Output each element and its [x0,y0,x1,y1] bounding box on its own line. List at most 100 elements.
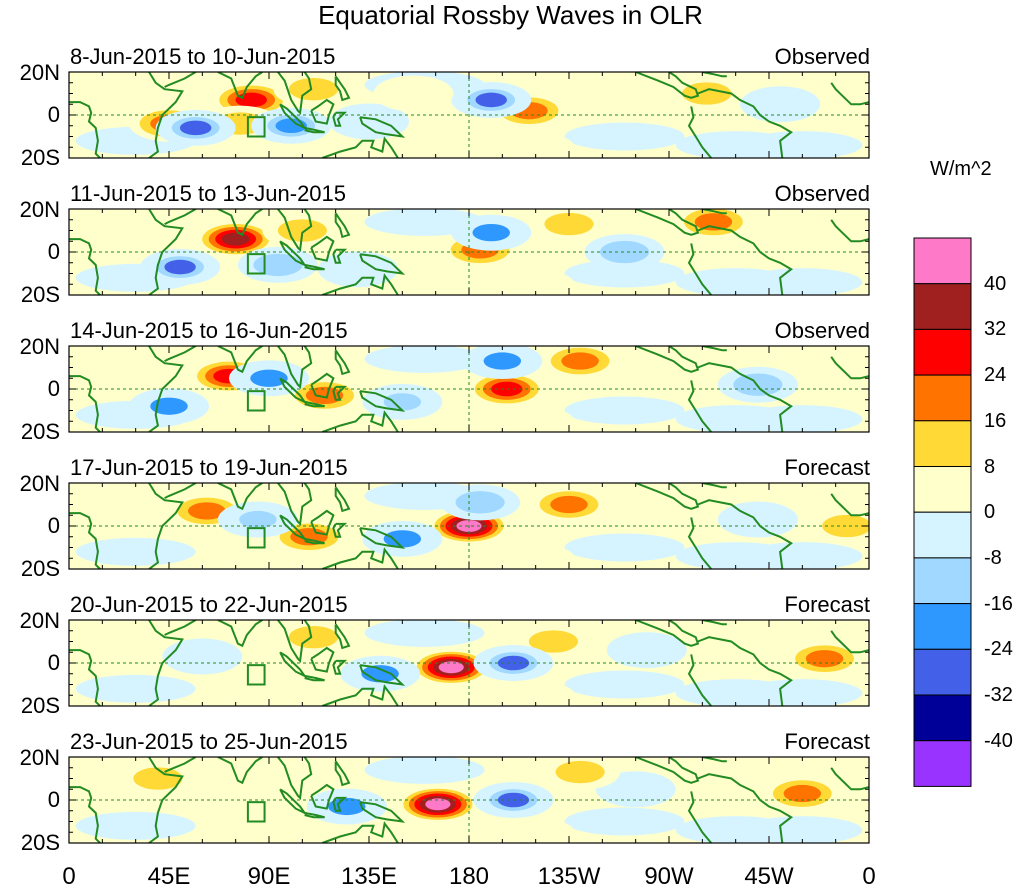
coastline [217,346,263,374]
coastline [321,410,399,432]
background-band [742,816,863,843]
lat-label: 20S [20,282,60,307]
olr-anomaly [462,346,543,380]
olr-anomaly [440,484,521,521]
colorbar-label: 24 [984,364,1007,387]
olr-anomaly [584,234,665,270]
anomaly-contour [438,661,464,674]
olr-anomaly [717,501,798,538]
coastline [702,346,727,352]
anomaly-contour [344,110,394,133]
lon-label: 0 [862,863,876,890]
colorbar-swatch [913,237,972,285]
olr-anomaly [162,638,243,675]
lon-label: 135E [340,863,398,890]
anomaly-contour [177,645,227,668]
olr-anomaly [606,632,687,669]
background-band [453,816,574,843]
coastline [69,238,101,295]
coastline [148,346,184,432]
coastline [334,486,351,513]
anomaly-contour [253,253,303,277]
colorbar-swatch [913,740,972,787]
coastline [69,101,101,158]
panel-type-label: Forecast [784,592,870,617]
coastline [830,356,869,380]
coastline [164,72,197,88]
coastline [359,801,406,823]
olr-anomaly [262,212,343,249]
olr-anomaly [117,760,198,797]
anomaly-contour [383,530,422,548]
anomaly-contour [425,798,451,811]
background-band [742,131,863,158]
olr-anomaly [251,107,332,144]
background-band [69,346,174,373]
lat-label: 0 [47,513,60,538]
olr-anomaly [329,103,409,140]
anomaly-contour [239,510,277,529]
map-panel [68,208,870,296]
coastline [359,253,406,275]
lat-label: 0 [47,102,60,127]
lon-label: 90W [644,863,694,890]
lat-label: 0 [47,787,60,812]
background-band [742,679,863,706]
lat-label: 20S [20,145,60,170]
anomaly-contour [455,491,505,514]
olr-anomaly [217,501,298,538]
anomaly-contour [483,352,522,370]
coastline [702,72,727,78]
coastline [217,209,263,237]
colorbar-label: 32 [984,318,1007,341]
olr-anomaly [129,388,209,425]
anomaly-contour [221,232,250,246]
lon-label: 0 [62,863,76,890]
background-band [564,670,685,699]
map-panel [68,619,870,707]
lat-label: 0 [47,376,60,401]
panel-date-range: 20-Jun-2015 to 22-Jun-2015 [70,592,348,617]
coastline [830,493,869,517]
anomaly-contour [491,381,523,397]
coastline [148,757,184,843]
map-panel [68,482,870,570]
olr-field [69,209,863,295]
coastline [359,116,406,138]
coastline [277,346,313,390]
anomaly-contour [475,92,507,108]
map-panel [68,756,870,844]
lon-label: 135W [537,863,601,890]
olr-anomaly [784,640,865,677]
panel-type-label: Forecast [784,455,870,480]
lon-label: 45E [147,863,191,890]
coastline [321,273,399,295]
coastline [635,346,700,373]
anomaly-contour [561,352,599,370]
panel-date-range: 8-Jun-2015 to 10-Jun-2015 [70,44,336,69]
anomaly-contour [550,495,588,514]
colorbar-swatch [913,648,972,696]
background-band [75,674,196,703]
coastline [164,209,197,225]
olr-anomaly [229,360,309,397]
background-band [364,620,485,647]
lat-label: 20N [19,334,60,359]
lat-label: 20S [20,693,60,718]
background-band [564,807,685,836]
colorbar-label: 40 [984,272,1007,295]
background-band [742,542,863,569]
index-box [246,116,266,138]
panel-type-label: Observed [774,318,870,343]
coastline [277,483,313,527]
background-band [564,396,685,425]
coastline [830,219,869,243]
map-panel [68,71,870,159]
olr-anomaly [666,75,747,112]
panel-type-label: Forecast [784,729,870,754]
background-band [453,131,574,158]
coastline [277,209,313,252]
coastline [702,757,727,763]
lat-label: 20N [19,745,60,770]
